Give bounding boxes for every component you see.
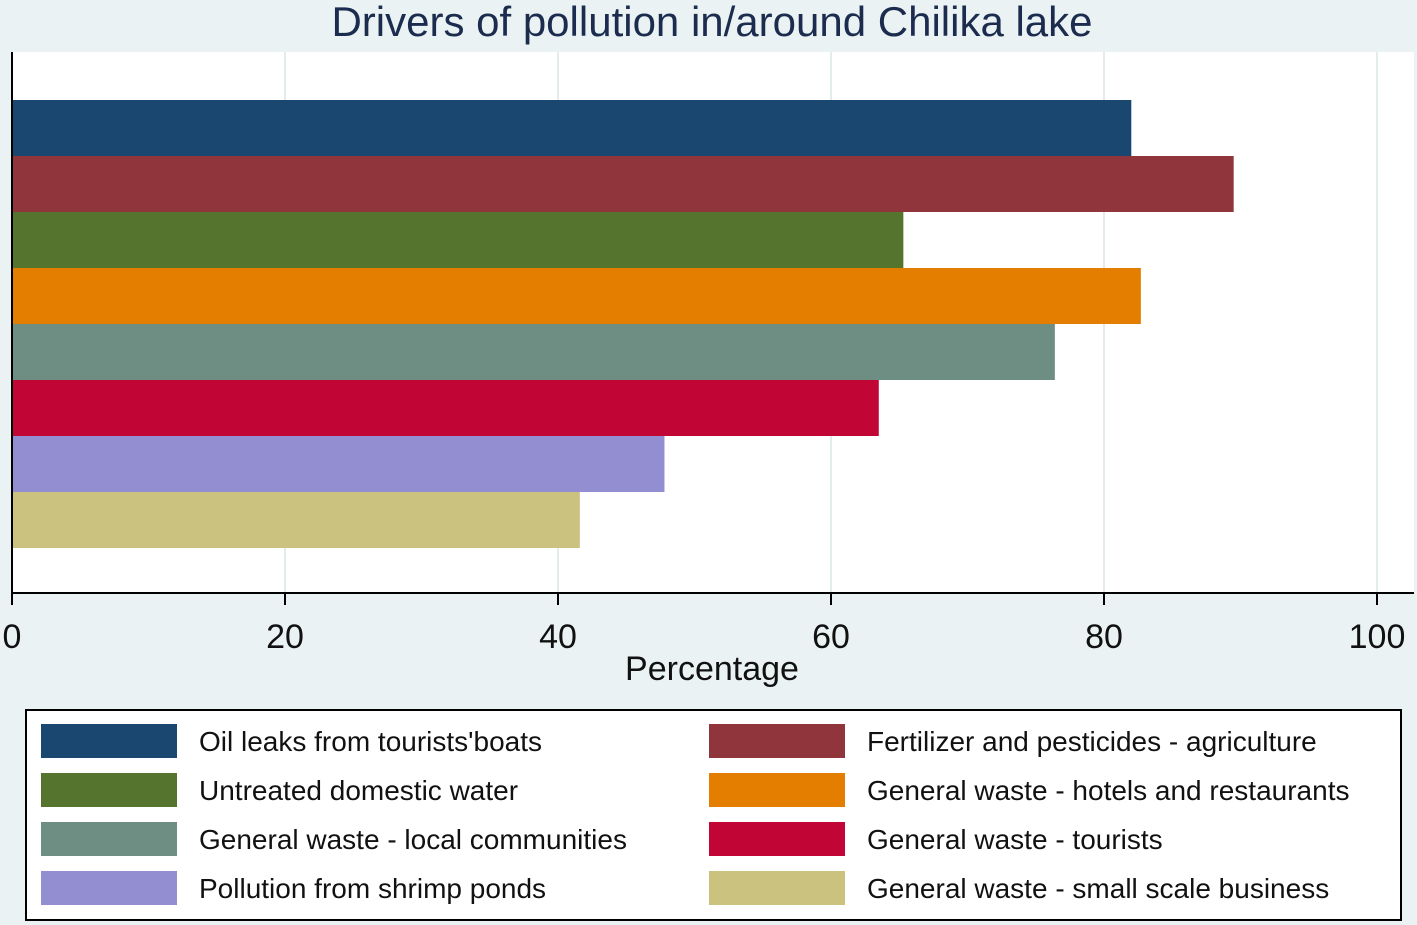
x-tick-label: 20	[266, 618, 304, 656]
legend-label: General waste - local communities	[199, 824, 627, 855]
legend: Oil leaks from tourists'boats Fertilizer …	[41, 724, 1349, 905]
legend-label: General waste - tourists	[867, 824, 1163, 855]
legend-swatch	[41, 773, 177, 807]
legend-swatch	[709, 773, 845, 807]
legend-swatch	[41, 724, 177, 758]
legend-swatch	[709, 724, 845, 758]
legend-label: General waste - small scale business	[867, 873, 1329, 904]
bars	[12, 100, 1234, 548]
legend-swatch	[709, 871, 845, 905]
bar	[12, 324, 1055, 380]
x-tick-label: 40	[539, 618, 577, 656]
legend-label: Fertilizer and pesticides - agriculture	[867, 726, 1317, 757]
x-tick-label: 80	[1085, 618, 1123, 656]
legend-label: Pollution from shrimp ponds	[199, 873, 546, 904]
x-axis-title: Percentage	[625, 650, 799, 688]
legend-swatch	[709, 822, 845, 856]
x-tick-label: 0	[3, 618, 22, 656]
bar	[12, 268, 1141, 324]
bar	[12, 380, 879, 436]
bar	[12, 212, 904, 268]
bar	[12, 100, 1132, 156]
bar	[12, 156, 1234, 212]
legend-swatch	[41, 822, 177, 856]
chart-title: Drivers of pollution in/around Chilika l…	[331, 0, 1092, 45]
x-tick-label: 100	[1349, 618, 1406, 656]
legend-label: Untreated domestic water	[199, 775, 518, 806]
legend-label: Oil leaks from tourists'boats	[199, 726, 542, 757]
bar	[12, 436, 665, 492]
x-tick-label: 60	[812, 618, 850, 656]
bar	[12, 492, 580, 548]
legend-label: General waste - hotels and restaurants	[867, 775, 1349, 806]
legend-swatch	[41, 871, 177, 905]
x-axis-ticks: 0 20 40 60 80 100	[3, 593, 1406, 656]
